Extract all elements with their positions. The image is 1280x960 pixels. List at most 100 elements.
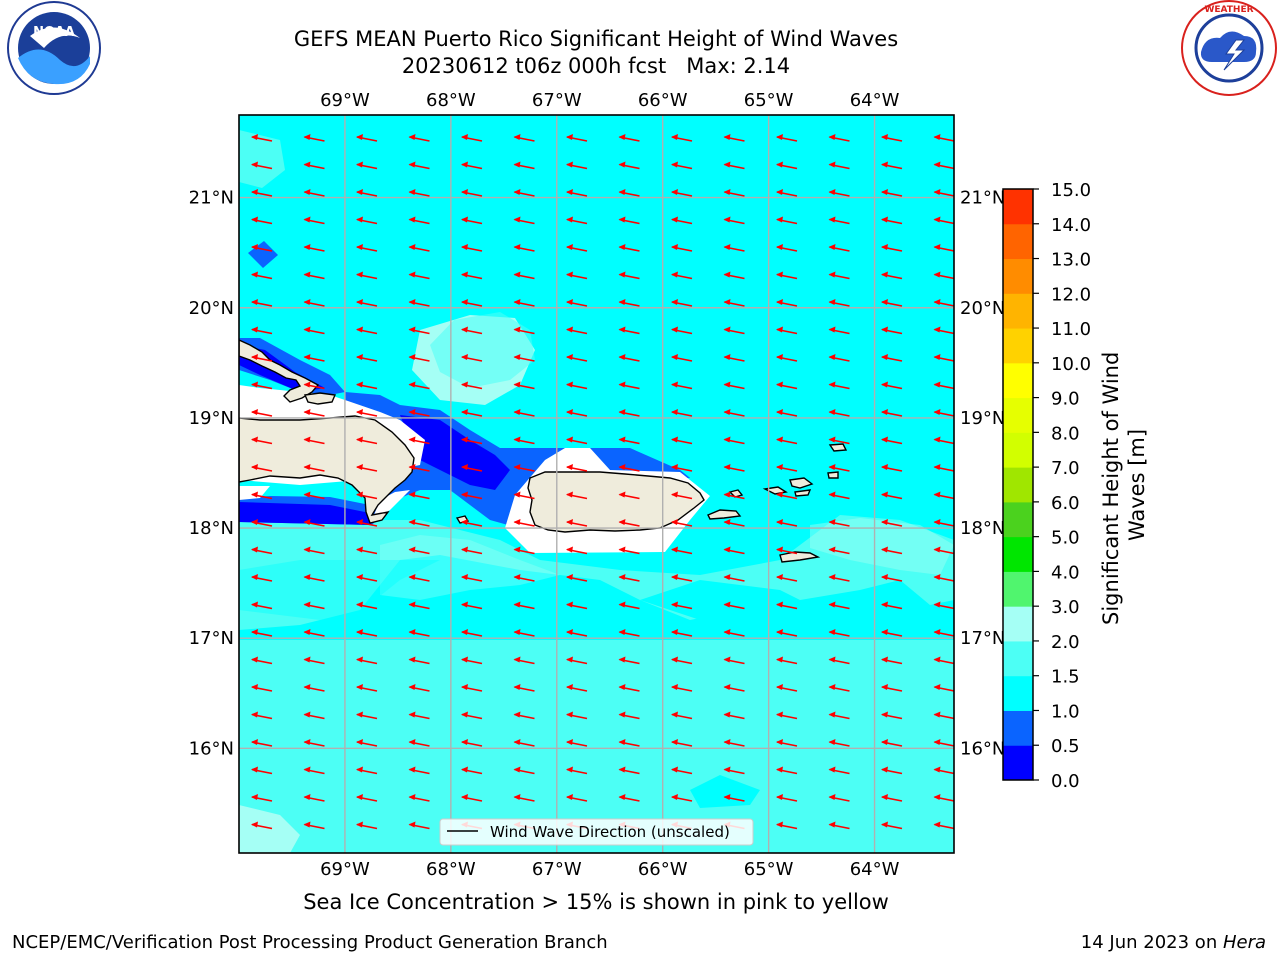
- colorbar-tick-label: 13.0: [1051, 250, 1091, 271]
- wave-arrow: [933, 546, 954, 555]
- wave-arrow: [618, 546, 640, 555]
- wave-arrow: [671, 244, 693, 252]
- wave-arrow: [933, 656, 954, 665]
- colorbar-tick-label: 14.0: [1051, 215, 1091, 236]
- wave-arrow: [881, 271, 903, 280]
- colorbar-tick-label: 5.0: [1051, 528, 1080, 549]
- wave-arrow: [513, 794, 535, 802]
- wave-arrow: [776, 794, 798, 802]
- wave-arrow: [356, 766, 378, 775]
- wave-arrow: [828, 244, 850, 252]
- map-title: GEFS MEAN Puerto Rico Significant Height…: [0, 26, 1192, 80]
- wave-arrow: [513, 271, 535, 280]
- wave-arrow: [303, 629, 325, 637]
- wave-arrow: [828, 684, 850, 692]
- colorbar-segment: [1003, 571, 1033, 607]
- wave-arrow: [303, 354, 325, 362]
- wave-arrow: [356, 409, 378, 417]
- wave-arrow: [251, 436, 273, 445]
- wave-arrow: [618, 436, 640, 445]
- wave-arrow: [776, 519, 798, 527]
- wave-arrow: [303, 216, 325, 225]
- wave-arrow: [671, 739, 693, 747]
- wave-arrow: [933, 271, 954, 280]
- wave-arrow: [303, 189, 325, 197]
- wave-arrow: [828, 794, 850, 802]
- footer-date: 14 Jun 2023 on Hera: [1081, 932, 1266, 953]
- wave-arrow: [461, 216, 483, 225]
- lon-tick-label-top: 69°W: [320, 90, 370, 111]
- wave-arrow: [723, 271, 745, 280]
- colorbar-segment: [1003, 223, 1033, 260]
- wave-arrow: [828, 519, 850, 527]
- wave-arrow: [356, 601, 378, 610]
- footer-branch: NCEP/EMC/Verification Post Processing Pr…: [12, 932, 608, 953]
- wave-arrow: [303, 436, 325, 445]
- wave-arrow: [618, 794, 640, 802]
- wave-arrow: [251, 519, 273, 527]
- wave-arrow: [566, 436, 588, 445]
- wave-arrow: [828, 216, 850, 225]
- wave-arrow: [671, 656, 693, 665]
- wave-arrow: [618, 464, 640, 472]
- wave-arrow: [513, 354, 535, 362]
- wave-arrow: [461, 656, 483, 665]
- wave-arrow: [828, 656, 850, 665]
- wave-arrow: [723, 684, 745, 692]
- wave-arrow: [408, 189, 430, 197]
- wave-arrow: [356, 546, 378, 555]
- wave-arrow: [671, 381, 693, 390]
- colorbar-segment: [1003, 536, 1033, 572]
- wave-arrow: [881, 629, 903, 637]
- wave-arrow: [251, 381, 273, 390]
- wave-direction-arrows: [251, 134, 954, 830]
- wave-arrow: [513, 601, 535, 610]
- wave-arrow: [356, 519, 378, 527]
- wave-arrow: [356, 161, 378, 170]
- wave-arrow: [671, 216, 693, 225]
- wave-arrow: [933, 134, 954, 142]
- wave-arrow: [881, 739, 903, 747]
- wave-arrow: [881, 546, 903, 555]
- culebra-island: [728, 489, 744, 498]
- wave-arrow: [461, 299, 483, 307]
- wave-arrow: [881, 326, 903, 335]
- wave-arrow: [671, 326, 693, 335]
- wave-arrow: [513, 684, 535, 692]
- wave-arrow: [776, 134, 798, 142]
- wave-arrow: [776, 161, 798, 170]
- wave-arrow: [933, 766, 954, 775]
- wave-arrow: [461, 436, 483, 445]
- wave-arrow: [723, 244, 745, 252]
- wave-arrow: [776, 409, 798, 417]
- wave-arrow: [723, 546, 745, 555]
- wave-arrow: [828, 629, 850, 637]
- wave-arrow: [303, 546, 325, 555]
- wave-arrow: [671, 574, 693, 582]
- wave-arrow: [566, 134, 588, 142]
- wave-arrow: [251, 244, 273, 252]
- lon-tick-label-bottom: 64°W: [850, 859, 900, 880]
- wave-arrow: [776, 299, 798, 307]
- wave-arrow: [933, 216, 954, 225]
- wave-arrow: [828, 161, 850, 170]
- lon-tick-label-top: 67°W: [532, 90, 582, 111]
- wave-arrow: [303, 601, 325, 610]
- wave-arrow: [671, 299, 693, 307]
- wave-arrow: [303, 684, 325, 692]
- colorbar-segment: [1003, 258, 1033, 294]
- wave-arrow: [723, 436, 745, 445]
- colorbar-segment: [1003, 745, 1033, 781]
- wave-arrow: [356, 821, 378, 830]
- wave-arrow: [933, 519, 954, 527]
- wave-arrow: [828, 189, 850, 197]
- wave-arrow: [723, 739, 745, 747]
- wave-arrow: [251, 711, 273, 720]
- wave-arrow: [671, 794, 693, 802]
- wave-arrow: [566, 299, 588, 307]
- colorbar-segment: [1003, 189, 1033, 225]
- wave-arrow: [566, 766, 588, 775]
- wave-arrow: [566, 491, 588, 500]
- colorbar-segment: [1003, 710, 1033, 746]
- wave-arrow: [356, 299, 378, 307]
